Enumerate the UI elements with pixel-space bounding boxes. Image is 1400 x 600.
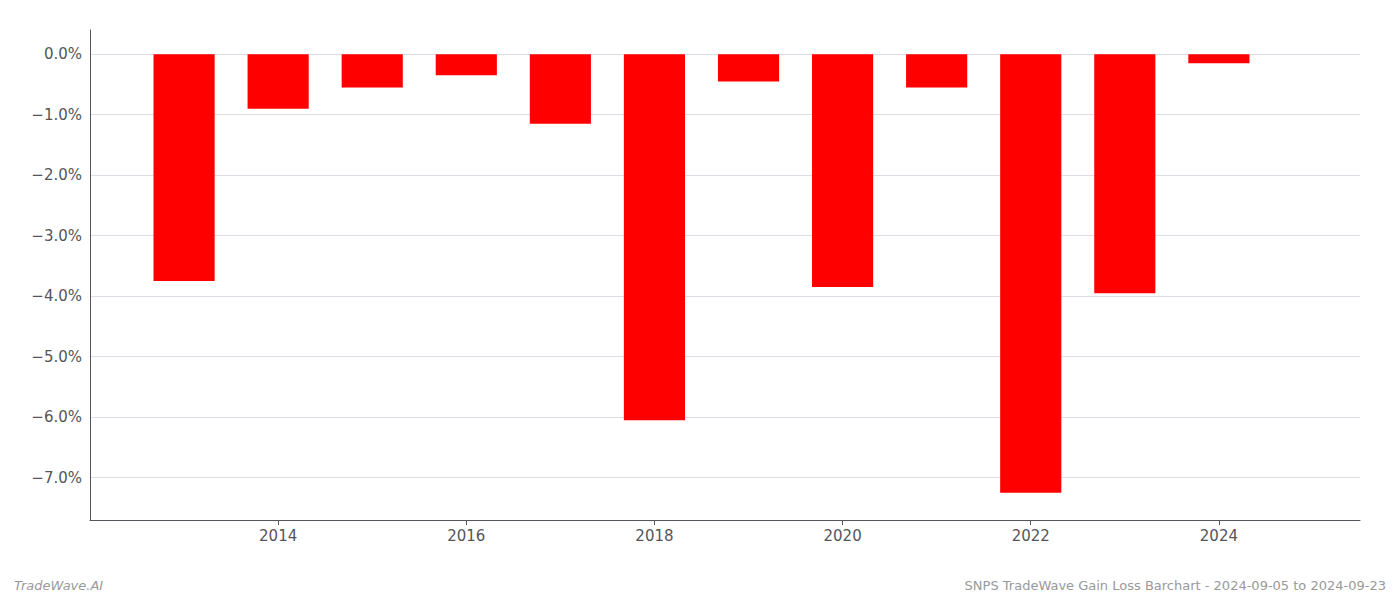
svg-text:2016: 2016 — [447, 527, 485, 545]
svg-text:−3.0%: −3.0% — [31, 227, 82, 245]
svg-text:−2.0%: −2.0% — [31, 166, 82, 184]
svg-text:−5.0%: −5.0% — [31, 348, 82, 366]
svg-text:−1.0%: −1.0% — [31, 106, 82, 124]
svg-text:2020: 2020 — [823, 527, 861, 545]
svg-text:0.0%: 0.0% — [44, 45, 82, 63]
svg-text:2022: 2022 — [1012, 527, 1050, 545]
svg-text:−6.0%: −6.0% — [31, 408, 82, 426]
svg-text:2014: 2014 — [259, 527, 297, 545]
svg-text:TradeWave.AI: TradeWave.AI — [14, 578, 103, 593]
svg-text:−4.0%: −4.0% — [31, 287, 82, 305]
svg-text:SNPS TradeWave Gain Loss Barch: SNPS TradeWave Gain Loss Barchart - 2024… — [965, 578, 1386, 593]
svg-text:2018: 2018 — [635, 527, 673, 545]
svg-text:−7.0%: −7.0% — [31, 469, 82, 487]
svg-text:2024: 2024 — [1200, 527, 1238, 545]
